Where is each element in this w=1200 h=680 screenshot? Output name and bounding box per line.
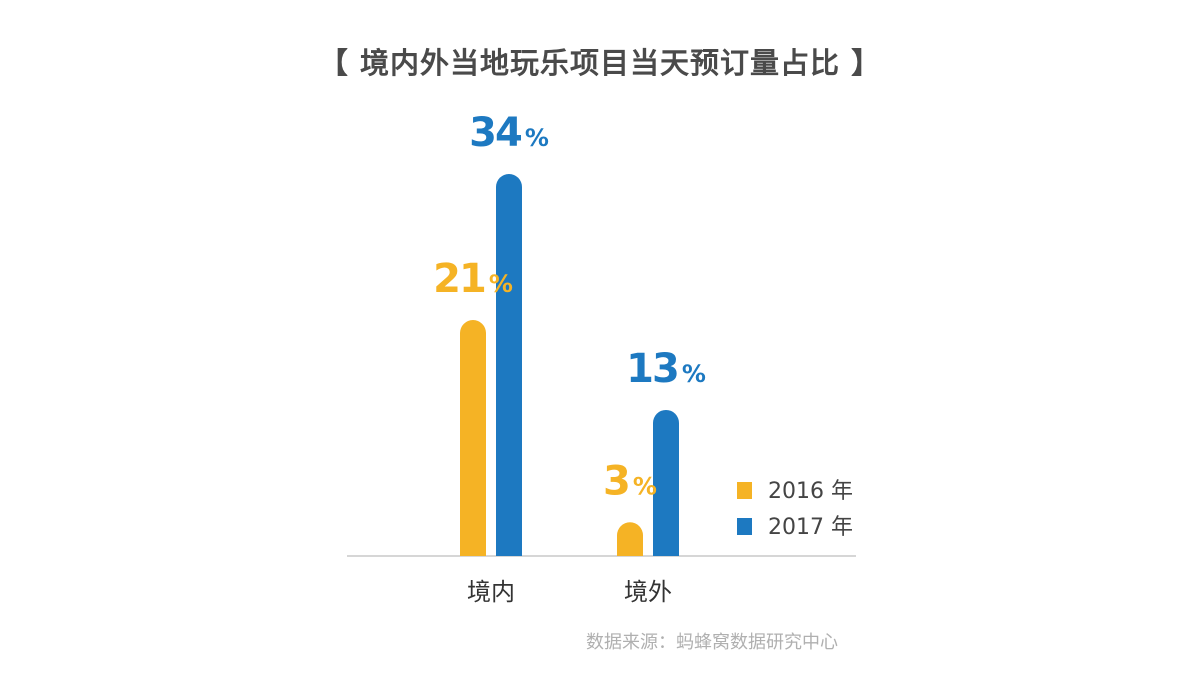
legend-label-2: 2017 年 <box>768 515 853 540</box>
chart-title: 【 境内外当地玩乐项目当天预订量占比 】 <box>318 46 882 80</box>
value-label-1-1: 21% <box>433 256 513 302</box>
bar-2-2 <box>653 409 679 556</box>
legend-label-1: 2016 年 <box>768 479 853 504</box>
value-label-2-2: 13% <box>626 346 706 392</box>
value-label-1-2: 3% <box>603 458 657 504</box>
category-label-1: 境内 <box>467 578 515 606</box>
value-label-2-1: 34% <box>469 110 549 156</box>
category-label-2: 境外 <box>624 578 672 606</box>
bar-1-2 <box>617 522 643 556</box>
legend-swatch-1 <box>737 482 752 499</box>
bar-2-1 <box>496 174 522 556</box>
legend-swatch-2 <box>737 518 752 535</box>
bar-1-1 <box>460 320 486 556</box>
source-note: 数据来源：蚂蜂窝数据研究中心 <box>586 632 838 653</box>
